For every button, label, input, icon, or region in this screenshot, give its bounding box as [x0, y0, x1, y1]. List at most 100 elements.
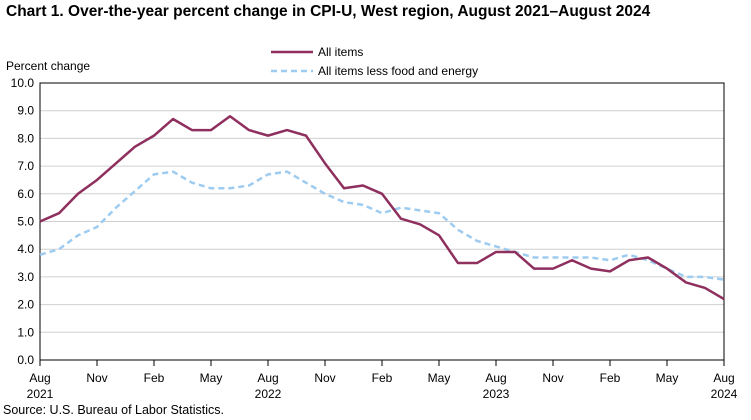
data-point-all-items — [647, 256, 649, 258]
x-tick-label: Feb — [372, 371, 393, 385]
x-tick-label: Aug — [29, 371, 50, 385]
data-point-all-items-less-food-and-energy — [362, 204, 364, 206]
source-note: Source: U.S. Bureau of Labor Statistics. — [3, 403, 224, 417]
data-point-all-items-less-food-and-energy — [58, 248, 60, 250]
y-tick-label: 4.0 — [17, 242, 34, 256]
y-tick-label: 2.0 — [17, 298, 34, 312]
data-point-all-items — [210, 129, 212, 131]
chart-title: Chart 1. Over-the-year percent change in… — [6, 3, 651, 20]
y-tick-label: 9.0 — [17, 104, 34, 118]
x-tick-label: May — [200, 371, 223, 385]
data-point-all-items-less-food-and-energy — [115, 206, 117, 208]
data-point-all-items — [324, 162, 326, 164]
data-point-all-items — [666, 267, 668, 269]
data-point-all-items-less-food-and-energy — [96, 226, 98, 228]
y-tick-label: 6.0 — [17, 187, 34, 201]
data-point-all-items-less-food-and-energy — [476, 240, 478, 242]
data-point-all-items — [39, 220, 41, 222]
y-tick-label: 0.0 — [17, 353, 34, 367]
data-point-all-items-less-food-and-energy — [590, 256, 592, 258]
data-point-all-items — [267, 134, 269, 136]
data-point-all-items-less-food-and-energy — [552, 256, 554, 258]
x-tick-label: Feb — [600, 371, 621, 385]
data-point-all-items-less-food-and-energy — [685, 276, 687, 278]
x-tick-year-label: 2021 — [27, 387, 54, 401]
legend-label: All items less food and energy — [318, 64, 478, 78]
y-tick-label: 10.0 — [11, 76, 35, 90]
data-point-all-items — [96, 179, 98, 181]
data-point-all-items — [609, 270, 611, 272]
data-point-all-items — [457, 262, 459, 264]
y-tick-label: 1.0 — [17, 325, 34, 339]
data-point-all-items — [590, 267, 592, 269]
legend: All items All items less food and energy — [271, 45, 478, 78]
x-tick-label: Nov — [314, 371, 335, 385]
data-point-all-items-less-food-and-energy — [571, 256, 573, 258]
x-axis-ticks: Aug 2021 Nov Feb May Aug 2022 Nov Feb May Aug 2023 N… — [27, 360, 738, 401]
data-point-all-items-less-food-and-energy — [77, 234, 79, 236]
data-point-all-items — [704, 287, 706, 289]
data-point-all-items-less-food-and-energy — [191, 182, 193, 184]
data-point-all-items-less-food-and-energy — [324, 193, 326, 195]
data-point-all-items — [438, 234, 440, 236]
data-point-all-items — [248, 129, 250, 131]
y-tick-label: 7.0 — [17, 159, 34, 173]
data-point-all-items-less-food-and-energy — [438, 212, 440, 214]
gridlines — [40, 110, 724, 333]
data-point-all-items — [362, 184, 364, 186]
data-point-all-items — [172, 118, 174, 120]
data-point-all-items-less-food-and-energy — [457, 229, 459, 231]
x-tick-label: Feb — [144, 371, 165, 385]
data-point-all-items — [153, 134, 155, 136]
y-axis-label: Percent change — [6, 59, 90, 73]
data-point-all-items — [533, 267, 535, 269]
series-line-all-items — [39, 114, 725, 301]
data-point-all-items — [77, 193, 79, 195]
series-line-all-items-less-food-and-energy — [39, 170, 725, 281]
data-point-all-items-less-food-and-energy — [305, 182, 307, 184]
data-point-all-items-less-food-and-energy — [210, 187, 212, 189]
data-point-all-items-less-food-and-energy — [495, 245, 497, 247]
x-tick-label: Aug — [257, 371, 278, 385]
data-point-all-items-less-food-and-energy — [628, 254, 630, 256]
y-axis-ticks: 0.0 1.0 2.0 3.0 4.0 5.0 6.0 7.0 8.0 9.0 10.0 — [11, 76, 35, 367]
data-point-all-items — [305, 134, 307, 136]
x-tick-label: Nov — [542, 371, 563, 385]
data-point-all-items — [552, 267, 554, 269]
data-point-all-items-less-food-and-energy — [39, 254, 41, 256]
data-point-all-items-less-food-and-energy — [419, 209, 421, 211]
data-point-all-items — [229, 115, 231, 117]
data-point-all-items — [400, 218, 402, 220]
data-point-all-items-less-food-and-energy — [609, 259, 611, 261]
x-tick-label: Nov — [86, 371, 107, 385]
legend-label: All items — [318, 45, 363, 59]
data-point-all-items-less-food-and-energy — [400, 206, 402, 208]
data-point-all-items-less-food-and-energy — [533, 256, 535, 258]
y-tick-label: 5.0 — [17, 215, 34, 229]
x-tick-label: Aug — [485, 371, 506, 385]
data-point-all-items-less-food-and-energy — [153, 173, 155, 175]
x-tick-label: Aug — [713, 371, 734, 385]
x-tick-year-label: 2024 — [711, 387, 738, 401]
data-point-all-items — [343, 187, 345, 189]
data-point-all-items-less-food-and-energy — [381, 212, 383, 214]
data-point-all-items-less-food-and-energy — [723, 278, 725, 280]
data-point-all-items — [134, 146, 136, 148]
data-point-all-items-less-food-and-energy — [704, 276, 706, 278]
data-point-all-items — [514, 251, 516, 253]
data-point-all-items — [191, 129, 193, 131]
y-tick-label: 3.0 — [17, 270, 34, 284]
series-lines — [39, 114, 725, 301]
data-point-all-items-less-food-and-energy — [172, 170, 174, 172]
data-point-all-items-less-food-and-energy — [267, 173, 269, 175]
data-point-all-items-less-food-and-energy — [229, 187, 231, 189]
data-point-all-items — [381, 193, 383, 195]
data-point-all-items — [571, 259, 573, 261]
data-point-all-items — [286, 129, 288, 131]
data-point-all-items — [495, 251, 497, 253]
y-tick-label: 8.0 — [17, 131, 34, 145]
data-point-all-items-less-food-and-energy — [343, 201, 345, 203]
data-point-all-items-less-food-and-energy — [286, 170, 288, 172]
data-point-all-items — [723, 298, 725, 300]
